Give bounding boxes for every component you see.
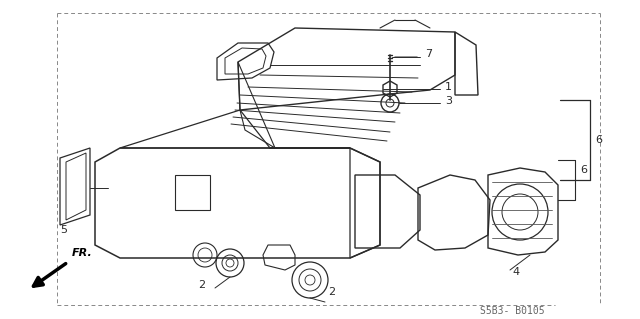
Text: S5B3- B0105: S5B3- B0105 bbox=[480, 306, 545, 316]
Text: 7: 7 bbox=[425, 49, 432, 59]
Text: 2: 2 bbox=[198, 280, 205, 290]
Text: 1: 1 bbox=[445, 82, 452, 92]
Text: 5: 5 bbox=[60, 225, 67, 235]
Text: 6: 6 bbox=[595, 135, 602, 145]
Text: FR.: FR. bbox=[72, 248, 93, 258]
Text: 6: 6 bbox=[580, 165, 587, 175]
Text: 4: 4 bbox=[512, 267, 519, 277]
Text: 3: 3 bbox=[445, 96, 452, 106]
Text: 2: 2 bbox=[328, 287, 335, 297]
